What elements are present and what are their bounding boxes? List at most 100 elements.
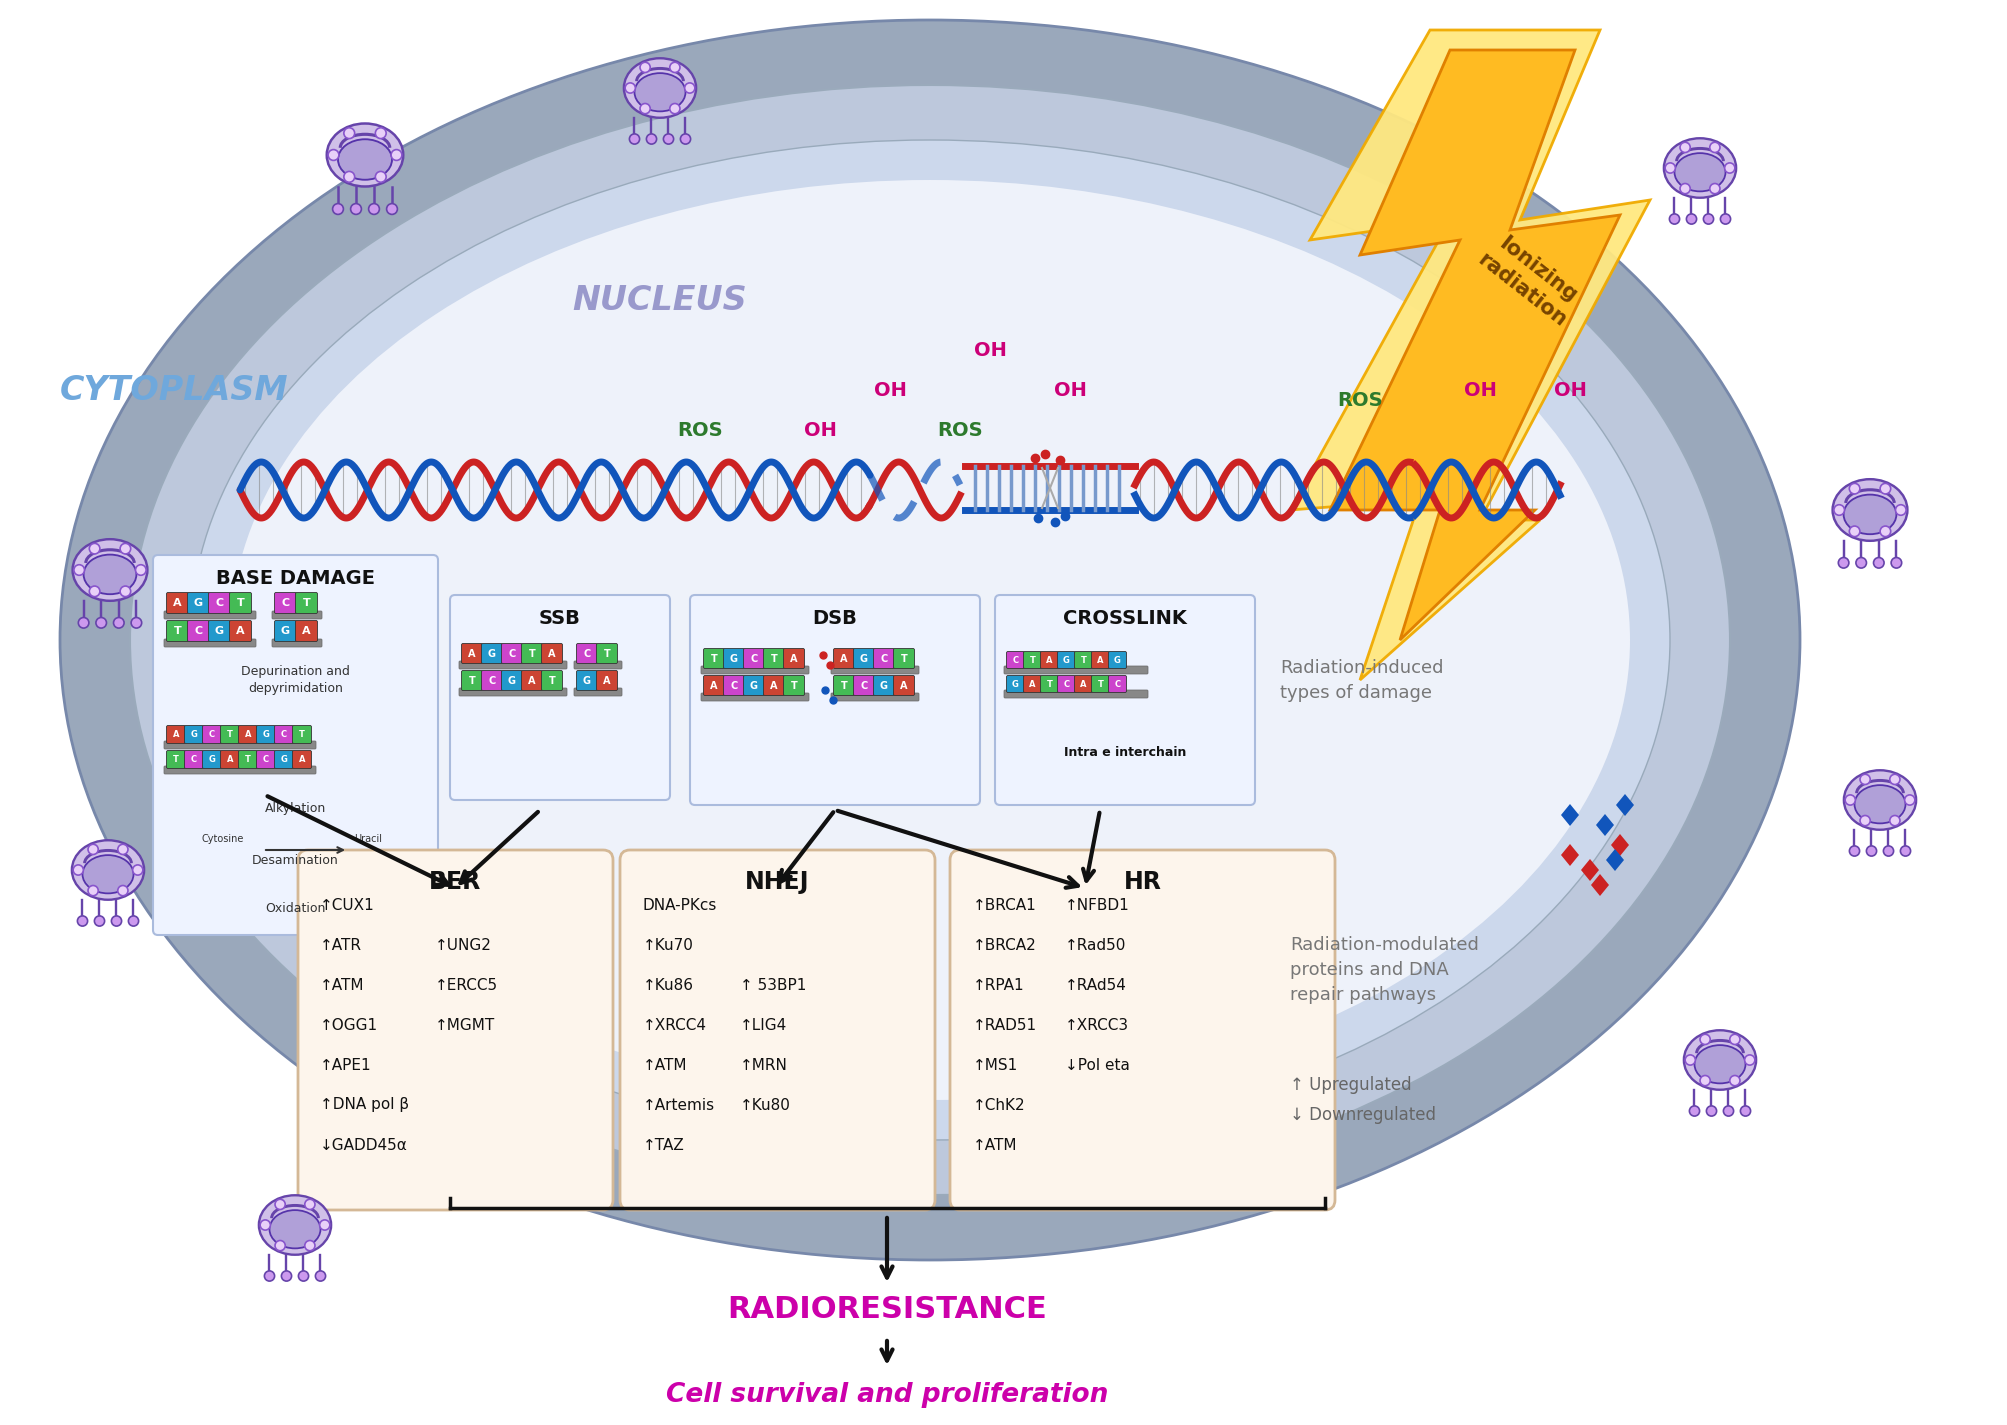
FancyBboxPatch shape bbox=[1006, 675, 1024, 693]
FancyBboxPatch shape bbox=[295, 593, 317, 614]
Polygon shape bbox=[1596, 814, 1614, 836]
FancyBboxPatch shape bbox=[873, 675, 893, 695]
Text: ↑Rad50: ↑Rad50 bbox=[1064, 938, 1126, 952]
Circle shape bbox=[1688, 1106, 1698, 1116]
Polygon shape bbox=[1616, 794, 1634, 817]
Text: Desamination: Desamination bbox=[253, 854, 339, 866]
Ellipse shape bbox=[130, 86, 1730, 1196]
Text: G: G bbox=[859, 654, 867, 664]
Circle shape bbox=[130, 617, 142, 628]
Circle shape bbox=[275, 1200, 285, 1210]
Text: T: T bbox=[173, 755, 179, 764]
Circle shape bbox=[1889, 774, 1899, 785]
Text: HR: HR bbox=[1124, 871, 1160, 893]
Text: ROS: ROS bbox=[937, 420, 981, 439]
Text: ↑TAZ: ↑TAZ bbox=[642, 1137, 684, 1153]
Circle shape bbox=[120, 586, 130, 597]
Circle shape bbox=[319, 1220, 329, 1230]
FancyBboxPatch shape bbox=[460, 688, 566, 695]
Circle shape bbox=[1664, 162, 1674, 172]
Text: A: A bbox=[548, 648, 556, 658]
FancyBboxPatch shape bbox=[295, 620, 317, 641]
Circle shape bbox=[1700, 1035, 1710, 1045]
Text: ↑MGMT: ↑MGMT bbox=[436, 1017, 496, 1033]
Text: ↑RAd54: ↑RAd54 bbox=[1064, 978, 1126, 992]
Text: BASE DAMAGE: BASE DAMAGE bbox=[217, 569, 375, 587]
Text: A: A bbox=[1096, 656, 1104, 664]
Ellipse shape bbox=[72, 539, 147, 601]
Text: ↑NFBD1: ↑NFBD1 bbox=[1064, 898, 1130, 912]
Polygon shape bbox=[1610, 834, 1628, 856]
Ellipse shape bbox=[1854, 785, 1905, 824]
FancyBboxPatch shape bbox=[297, 849, 612, 1210]
Text: ↑DNA pol β: ↑DNA pol β bbox=[319, 1097, 409, 1113]
FancyBboxPatch shape bbox=[574, 661, 622, 668]
Text: A: A bbox=[227, 755, 233, 764]
FancyBboxPatch shape bbox=[995, 596, 1254, 805]
Circle shape bbox=[1858, 774, 1869, 785]
FancyBboxPatch shape bbox=[574, 688, 622, 695]
Text: OH: OH bbox=[1553, 380, 1586, 399]
FancyBboxPatch shape bbox=[165, 741, 315, 750]
Polygon shape bbox=[1606, 849, 1624, 871]
Text: SSB: SSB bbox=[538, 608, 580, 627]
Text: T: T bbox=[245, 755, 251, 764]
Text: C: C bbox=[281, 730, 287, 740]
Text: ↑BRCA2: ↑BRCA2 bbox=[973, 938, 1036, 952]
Circle shape bbox=[1879, 526, 1891, 537]
FancyBboxPatch shape bbox=[576, 671, 598, 691]
Text: T: T bbox=[1030, 656, 1036, 664]
Text: C: C bbox=[879, 654, 887, 664]
Circle shape bbox=[1858, 815, 1869, 825]
Circle shape bbox=[375, 171, 385, 182]
Text: Radiation-modulated
proteins and DNA
repair pathways: Radiation-modulated proteins and DNA rep… bbox=[1288, 936, 1477, 1005]
Circle shape bbox=[1686, 214, 1696, 224]
FancyBboxPatch shape bbox=[271, 611, 321, 618]
Text: ↑BRCA1: ↑BRCA1 bbox=[973, 898, 1036, 912]
FancyBboxPatch shape bbox=[257, 751, 275, 768]
FancyBboxPatch shape bbox=[462, 671, 482, 691]
FancyBboxPatch shape bbox=[783, 675, 805, 695]
Circle shape bbox=[1680, 184, 1690, 194]
Text: ↑Ku70: ↑Ku70 bbox=[642, 938, 694, 952]
Text: ↑ERCC5: ↑ERCC5 bbox=[436, 978, 498, 992]
Circle shape bbox=[327, 150, 339, 161]
Circle shape bbox=[1889, 815, 1899, 825]
Circle shape bbox=[684, 83, 694, 93]
Text: A: A bbox=[237, 626, 245, 636]
FancyBboxPatch shape bbox=[576, 644, 598, 664]
Text: A: A bbox=[771, 681, 777, 691]
Circle shape bbox=[1865, 846, 1877, 856]
Text: T: T bbox=[468, 675, 476, 685]
FancyBboxPatch shape bbox=[257, 725, 275, 744]
Ellipse shape bbox=[1694, 1045, 1744, 1083]
Circle shape bbox=[72, 865, 84, 875]
Circle shape bbox=[275, 1241, 285, 1251]
Text: A: A bbox=[710, 681, 716, 691]
Text: ROS: ROS bbox=[1337, 390, 1383, 409]
FancyBboxPatch shape bbox=[700, 665, 809, 674]
Circle shape bbox=[118, 844, 128, 855]
Text: T: T bbox=[841, 681, 847, 691]
Text: DSB: DSB bbox=[813, 608, 857, 627]
FancyBboxPatch shape bbox=[1058, 651, 1076, 668]
Circle shape bbox=[134, 564, 147, 576]
Text: ↑ChK2: ↑ChK2 bbox=[973, 1097, 1026, 1113]
Text: Oxidation: Oxidation bbox=[265, 902, 325, 915]
Ellipse shape bbox=[1842, 494, 1895, 534]
FancyBboxPatch shape bbox=[1024, 675, 1042, 693]
Text: ↑APE1: ↑APE1 bbox=[319, 1057, 371, 1073]
FancyBboxPatch shape bbox=[833, 675, 855, 695]
Ellipse shape bbox=[72, 841, 145, 899]
Text: T: T bbox=[173, 626, 181, 636]
FancyBboxPatch shape bbox=[460, 661, 566, 668]
Text: A: A bbox=[899, 681, 907, 691]
Circle shape bbox=[1836, 557, 1848, 569]
FancyBboxPatch shape bbox=[522, 644, 542, 664]
FancyBboxPatch shape bbox=[702, 675, 725, 695]
Circle shape bbox=[1708, 142, 1720, 152]
Text: A: A bbox=[602, 675, 610, 685]
Text: A: A bbox=[299, 755, 305, 764]
Circle shape bbox=[1702, 214, 1712, 224]
Circle shape bbox=[1879, 483, 1891, 494]
